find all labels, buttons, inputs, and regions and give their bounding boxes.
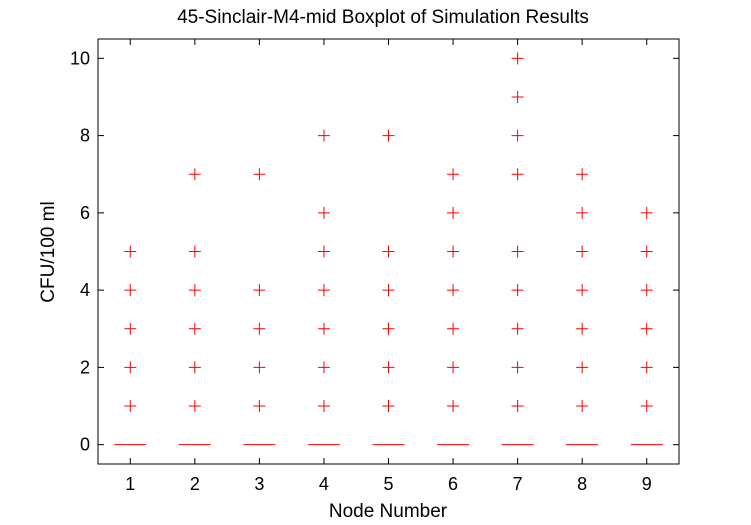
box-node-2 [178,168,211,446]
outlier-marker [640,400,653,413]
outlier-marker [640,245,653,258]
outlier-marker [447,361,460,374]
box-node-6 [437,168,470,446]
outlier-marker [124,245,137,258]
x-tick-label: 2 [190,474,200,494]
outlier-marker [640,361,653,374]
y-tick-label: 0 [80,435,90,455]
x-tick-label: 3 [254,474,264,494]
outlier-marker [317,129,330,142]
x-axis: 1 2 3 4 5 6 7 8 9 [125,39,652,494]
outlier-marker [511,400,524,413]
outlier-marker [576,284,589,297]
outlier-marker [124,322,137,335]
outlier-marker [576,168,589,181]
outlier-marker [382,322,395,335]
y-tick-label: 8 [80,126,90,146]
outlier-marker [511,168,524,181]
x-tick-label: 7 [513,474,523,494]
outlier-marker [447,245,460,258]
box-node-9 [630,206,663,446]
outlier-marker [188,245,201,258]
outlier-marker [511,52,524,65]
outlier-marker [317,361,330,374]
outlier-marker [511,90,524,103]
outlier-marker [188,284,201,297]
outlier-marker [188,322,201,335]
y-tick-label: 10 [70,48,90,68]
x-tick-label: 8 [577,474,587,494]
outlier-marker [511,284,524,297]
box-node-7 [501,52,534,446]
box-node-8 [566,168,599,446]
chart-title: 45-Sinclair-M4-mid Boxplot of Simulation… [177,7,589,28]
outlier-marker [576,245,589,258]
outlier-marker [317,284,330,297]
outlier-marker [640,284,653,297]
outlier-marker [576,206,589,219]
outlier-marker [382,284,395,297]
outlier-marker [576,322,589,335]
outlier-marker [576,361,589,374]
outlier-marker [382,245,395,258]
outlier-marker [253,322,266,335]
box-node-5 [372,129,405,446]
x-tick-label: 5 [383,474,393,494]
outlier-marker [188,361,201,374]
x-tick-label: 9 [642,474,652,494]
outlier-marker [511,129,524,142]
x-axis-label: Node Number [329,501,448,522]
outlier-marker [253,168,266,181]
outlier-marker [124,284,137,297]
box-node-3 [243,168,276,446]
outlier-marker [124,361,137,374]
outlier-marker [511,322,524,335]
x-tick-label: 6 [448,474,458,494]
outlier-marker [382,361,395,374]
y-axis-label: CFU/100 ml [38,201,59,302]
outlier-marker [188,400,201,413]
outlier-marker [447,400,460,413]
outlier-marker [511,361,524,374]
outlier-marker [317,400,330,413]
y-axis: 0 2 4 6 8 10 [70,48,679,455]
outlier-marker [447,284,460,297]
outlier-marker [511,245,524,258]
outlier-marker [124,400,137,413]
outlier-marker [317,206,330,219]
outlier-marker [317,322,330,335]
outlier-marker [382,129,395,142]
y-tick-label: 4 [80,280,90,300]
outlier-marker [253,361,266,374]
y-tick-label: 6 [80,203,90,223]
box-node-4 [307,129,340,446]
x-tick-label: 4 [319,474,329,494]
outlier-marker [253,284,266,297]
y-tick-label: 2 [80,357,90,377]
box-group [114,52,663,446]
outlier-marker [188,168,201,181]
outlier-marker [640,322,653,335]
box-node-1 [114,245,147,446]
outlier-marker [447,168,460,181]
outlier-marker [447,322,460,335]
outlier-marker [382,400,395,413]
outlier-marker [447,206,460,219]
outlier-marker [317,245,330,258]
outlier-marker [253,400,266,413]
x-tick-label: 1 [125,474,135,494]
outlier-marker [576,400,589,413]
outlier-marker [640,206,653,219]
